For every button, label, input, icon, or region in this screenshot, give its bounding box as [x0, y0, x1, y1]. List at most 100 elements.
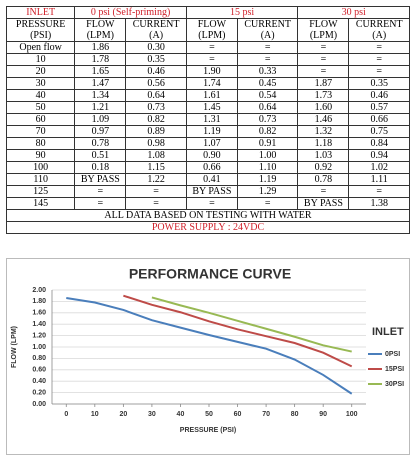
- table-cell: 1.07: [185, 137, 238, 150]
- column-header: CURRENT (A): [236, 18, 299, 42]
- table-cell: 0.94: [348, 149, 410, 162]
- table-cell: 0.73: [236, 113, 299, 126]
- table-cell: =: [348, 53, 410, 66]
- column-header: FLOW (LPM): [74, 18, 127, 42]
- x-tick-label: 80: [291, 411, 299, 418]
- x-tick-label: 0: [64, 411, 68, 418]
- x-tick-label: 10: [91, 411, 99, 418]
- table-cell: 0.30: [125, 41, 187, 54]
- table-cell: 0.82: [125, 113, 187, 126]
- table-cell: 0.46: [348, 89, 410, 102]
- table-cell: 20: [5, 65, 76, 78]
- y-tick-label: 1.20: [32, 332, 46, 339]
- table-row: 50 1.21 0.73 1.45 0.64 1.60 0.57: [5, 101, 410, 114]
- group-header: 15 psi: [185, 6, 299, 19]
- table-cell: =: [348, 65, 410, 78]
- table-cell: 0.35: [125, 53, 187, 66]
- x-tick-label: 40: [177, 411, 185, 418]
- table-cell: 0.84: [348, 137, 410, 150]
- x-tick-label: 70: [262, 411, 270, 418]
- table-cell: 0.97: [74, 125, 127, 138]
- y-axis-title: FLOW (LPM): [11, 326, 18, 368]
- table-cell: 0.51: [74, 149, 127, 162]
- table-row: 40 1.34 0.64 1.61 0.54 1.73 0.46: [5, 89, 410, 102]
- table-row: POWER SUPPLY : 24VDC: [6, 221, 410, 234]
- spec-table: INLET 0 psi (Self-priming) 15 psi 30 psi PRE…: [5, 6, 410, 234]
- table-cell: =: [297, 65, 350, 78]
- table-cell: =: [236, 41, 299, 54]
- table-cell: 0.35: [348, 77, 410, 90]
- table-cell: 40: [5, 89, 76, 102]
- table-cell: 0.92: [297, 161, 350, 174]
- table-cell: 1.08: [125, 149, 187, 162]
- table-row: 110 BY PASS 1.22 0.41 1.19 0.78 1.11: [5, 173, 410, 186]
- column-header: CURRENT (A): [125, 18, 187, 42]
- table-cell: 0.45: [236, 77, 299, 90]
- table-cell: 1.31: [185, 113, 238, 126]
- y-tick-label: 1.80: [32, 298, 46, 305]
- table-cell: 1.02: [348, 161, 410, 174]
- table-cell: BY PASS: [74, 173, 127, 186]
- table-row: PRESSURE (PSI) FLOW (LPM) CURRENT (A) FLOW …: [5, 18, 410, 42]
- table-cell: 30: [5, 77, 76, 90]
- table-cell: =: [236, 53, 299, 66]
- chart-title: PERFORMANCE CURVE: [129, 266, 291, 282]
- table-cell: 100: [5, 161, 76, 174]
- table-note: POWER SUPPLY : 24VDC: [6, 221, 410, 234]
- table-cell: 60: [5, 113, 76, 126]
- y-tick-label: 0.20: [32, 389, 46, 396]
- y-tick-label: 0.60: [32, 367, 46, 374]
- table-cell: 0.73: [125, 101, 187, 114]
- y-tick-label: 0.00: [32, 401, 46, 408]
- table-cell: BY PASS: [185, 185, 238, 198]
- chart-frame: [6, 258, 410, 455]
- series-line: [151, 296, 352, 353]
- table-note: ALL DATA BASED ON TESTING WITH WATER: [6, 209, 410, 222]
- group-header: 0 psi (Self-priming): [74, 6, 187, 19]
- table-row: 145 = = = = BY PASS 1.38: [5, 197, 410, 210]
- table-cell: 1.60: [297, 101, 350, 114]
- table-cell: 1.47: [74, 77, 127, 90]
- table-cell: 0.41: [185, 173, 238, 186]
- table-cell: 1.86: [74, 41, 127, 54]
- table-cell: =: [74, 185, 127, 198]
- table-cell: 0.78: [297, 173, 350, 186]
- table-cell: 1.00: [236, 149, 299, 162]
- table-row: 30 1.47 0.56 1.74 0.45 1.87 0.35: [5, 77, 410, 90]
- table-cell: 0.33: [236, 65, 299, 78]
- table-row: 100 0.18 1.15 0.66 1.10 0.92 1.02: [5, 161, 410, 174]
- table-cell: 0.66: [348, 113, 410, 126]
- table-cell: =: [297, 185, 350, 198]
- table-cell: Open flow: [5, 41, 76, 54]
- legend-label: 0PSI: [385, 351, 400, 358]
- table-cell: 0.57: [348, 101, 410, 114]
- table-cell: 1.38: [348, 197, 410, 210]
- table-cell: 1.46: [297, 113, 350, 126]
- table-cell: 125: [5, 185, 76, 198]
- table-cell: 0.78: [74, 137, 127, 150]
- table-cell: 1.19: [185, 125, 238, 138]
- table-cell: BY PASS: [297, 197, 350, 210]
- x-axis-title: PRESSURE (PSI): [180, 427, 236, 434]
- table-row: Open flow 1.86 0.30 = = = =: [5, 41, 410, 54]
- table-cell: =: [185, 197, 238, 210]
- table-cell: 1.74: [185, 77, 238, 90]
- table-row: INLET 0 psi (Self-priming) 15 psi 30 psi: [5, 6, 410, 19]
- table-cell: 70: [5, 125, 76, 138]
- table-row: 20 1.65 0.46 1.90 0.33 = =: [5, 65, 410, 78]
- table-row: 125 = = BY PASS 1.29 = =: [5, 185, 410, 198]
- table-cell: =: [236, 197, 299, 210]
- table-cell: 90: [5, 149, 76, 162]
- legend-title: INLET: [372, 326, 404, 338]
- x-tick-label: 100: [346, 411, 358, 418]
- x-tick-label: 50: [205, 411, 213, 418]
- table-cell: 0.89: [125, 125, 187, 138]
- table-row: 90 0.51 1.08 0.90 1.00 1.03 0.94: [5, 149, 410, 162]
- table-cell: =: [348, 41, 410, 54]
- table-cell: 0.54: [236, 89, 299, 102]
- table-cell: 0.46: [125, 65, 187, 78]
- table-row: 70 0.97 0.89 1.19 0.82 1.32 0.75: [5, 125, 410, 138]
- table-cell: 145: [5, 197, 76, 210]
- table-cell: 0.64: [125, 89, 187, 102]
- legend-label: 30PSI: [385, 381, 404, 388]
